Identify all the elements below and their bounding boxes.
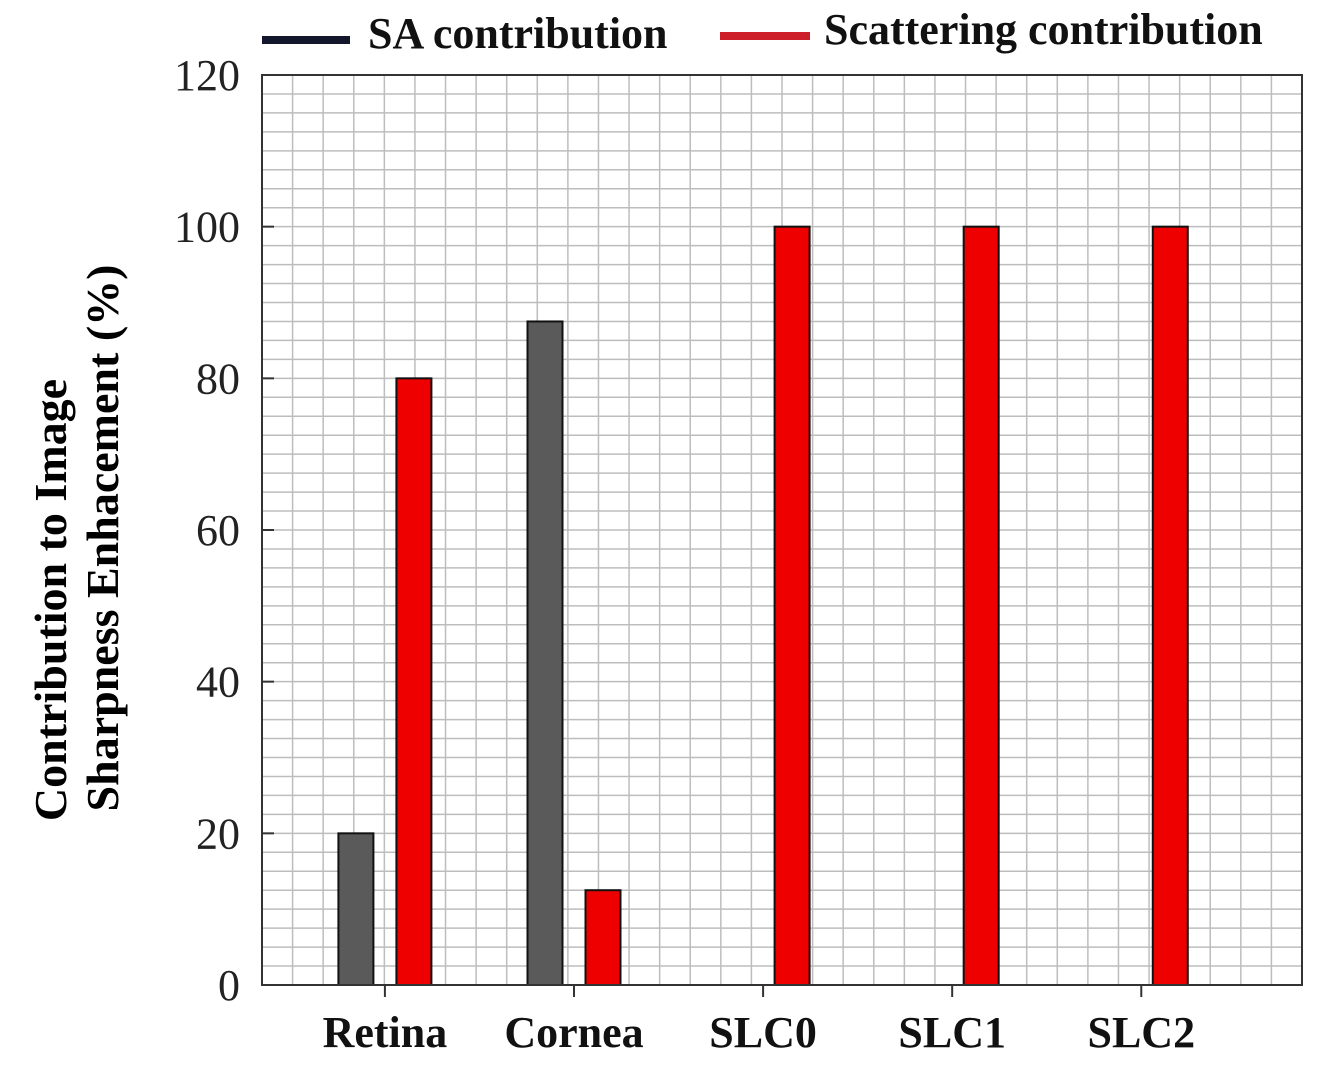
bar-sa-retina bbox=[337, 832, 375, 986]
legend: SA contribution Scattering contribution bbox=[262, 5, 1263, 58]
bar-sa-cornea bbox=[526, 320, 564, 987]
y-axis-title-line1: Contribution to Image bbox=[25, 379, 76, 821]
y-tick-label: 60 bbox=[196, 506, 240, 555]
ticks: 0 20 40 60 80 100 120 Retina Cornea SLC0 SLC1 SLC2 bbox=[174, 51, 1195, 1057]
y-tick-label: 40 bbox=[196, 658, 240, 707]
y-tick-label: 120 bbox=[174, 51, 240, 100]
bar-scattering-retina bbox=[395, 377, 433, 987]
x-tick-label: SLC2 bbox=[1087, 1008, 1195, 1057]
x-tick-label: Cornea bbox=[504, 1008, 643, 1057]
bar-scattering-cornea bbox=[584, 889, 622, 986]
y-tick-label: 100 bbox=[174, 203, 240, 252]
legend-label-scattering: Scattering contribution bbox=[824, 5, 1263, 54]
y-tick-label: 0 bbox=[218, 961, 240, 1010]
bar-scattering-slc1 bbox=[962, 225, 1000, 986]
legend-label-sa: SA contribution bbox=[368, 9, 668, 58]
bars bbox=[337, 225, 1189, 987]
bar-scattering-slc2 bbox=[1151, 225, 1189, 986]
x-tick-label: SLC1 bbox=[898, 1008, 1006, 1057]
y-axis-title-line2: Sharpness Enhacement (%) bbox=[77, 265, 128, 812]
bar-scattering-slc0 bbox=[773, 225, 811, 986]
x-tick-label: Retina bbox=[323, 1008, 448, 1057]
x-tick-label: SLC0 bbox=[709, 1008, 817, 1057]
y-tick-label: 80 bbox=[196, 354, 240, 403]
y-tick-label: 20 bbox=[196, 809, 240, 858]
y-axis-title: Contribution to Image Sharpness Enhaceme… bbox=[25, 265, 128, 822]
